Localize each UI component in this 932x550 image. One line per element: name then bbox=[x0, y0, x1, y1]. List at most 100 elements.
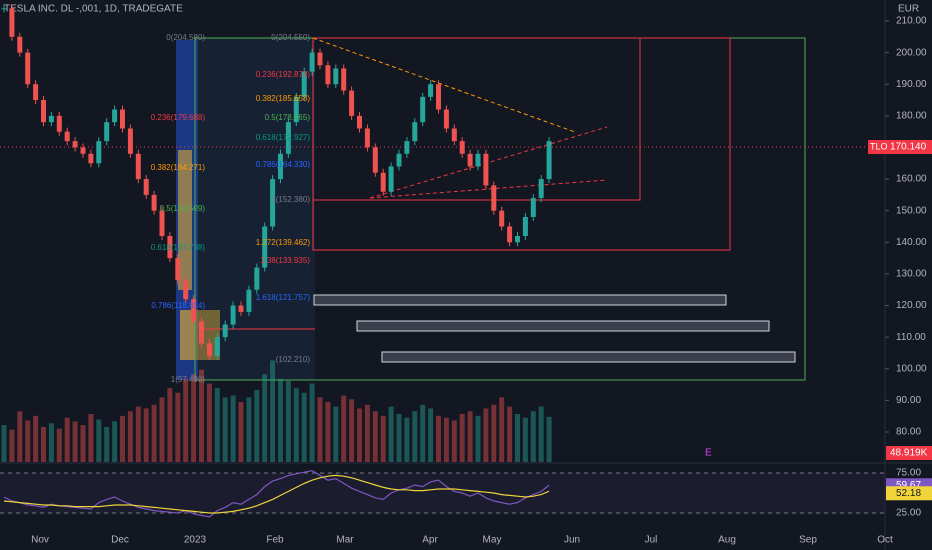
volume-bar bbox=[349, 399, 355, 462]
fib-label: 0.5(150.509) bbox=[160, 204, 206, 213]
candle-body bbox=[222, 324, 228, 338]
volume-bar bbox=[317, 397, 323, 462]
candle-body bbox=[120, 109, 125, 129]
volume-bar bbox=[206, 383, 212, 462]
volume-bar bbox=[546, 416, 552, 462]
x-tick-label: Nov bbox=[31, 535, 49, 546]
rsi-ma-line bbox=[3, 474, 550, 514]
candle-body bbox=[230, 305, 236, 325]
volume-bar bbox=[333, 406, 339, 462]
volume-label-bg bbox=[886, 446, 932, 460]
candle-body bbox=[88, 153, 94, 164]
volume-bar bbox=[436, 415, 441, 462]
candle-body bbox=[72, 141, 78, 148]
rsi-ma-label: 52.18 bbox=[896, 488, 921, 499]
candle-body bbox=[380, 172, 386, 192]
y-tick-label: 75.00 bbox=[896, 468, 921, 479]
candle-body bbox=[372, 147, 378, 173]
volume-bar bbox=[522, 417, 528, 462]
trend-line bbox=[369, 126, 608, 199]
fib-label: 1(97.480) bbox=[171, 375, 206, 384]
rsi-band bbox=[0, 473, 885, 513]
volume-bar bbox=[159, 397, 165, 462]
volume-bar bbox=[270, 360, 276, 462]
price-label: 170.140 bbox=[890, 142, 927, 153]
price-label-bg bbox=[886, 140, 932, 155]
volume-bar bbox=[475, 415, 481, 462]
volume-bar bbox=[112, 421, 118, 462]
x-tick-label: 2023 bbox=[184, 535, 207, 546]
fib-label: 0.618(172.927) bbox=[256, 133, 311, 142]
volume-bar bbox=[396, 414, 402, 462]
volume-bar bbox=[404, 417, 410, 462]
volume-bar bbox=[222, 397, 228, 462]
candle-body bbox=[507, 226, 513, 243]
y-tick-label: 200.00 bbox=[896, 47, 927, 58]
volume-bar bbox=[238, 402, 244, 462]
x-tick-label: May bbox=[483, 535, 502, 546]
candle-body bbox=[96, 141, 102, 164]
fib-label: 1(152.380) bbox=[271, 195, 310, 204]
candle-body bbox=[135, 153, 141, 180]
candle-body bbox=[333, 68, 339, 85]
candle-body bbox=[349, 90, 355, 116]
volume-bar bbox=[64, 417, 70, 462]
candle-body bbox=[515, 235, 520, 243]
fib-zone bbox=[195, 38, 315, 380]
y-tick-label: 130.00 bbox=[896, 269, 927, 280]
x-tick-label: Oct bbox=[877, 535, 893, 546]
volume-bar bbox=[175, 392, 181, 462]
fib-label: 0.786(118.814) bbox=[151, 301, 205, 310]
fib-label: 1.38(133.935) bbox=[260, 256, 310, 265]
symbol-bg bbox=[868, 140, 886, 155]
candle-body bbox=[317, 52, 323, 66]
volume-bar bbox=[25, 420, 31, 462]
candle-body bbox=[301, 71, 307, 97]
target-box bbox=[313, 294, 727, 306]
volume-bar bbox=[9, 429, 15, 462]
candle-body bbox=[246, 289, 252, 312]
candle-body bbox=[48, 115, 54, 123]
volume-label: 48.919K bbox=[890, 448, 928, 459]
candle-body bbox=[530, 198, 536, 218]
volume-bar bbox=[467, 411, 473, 462]
volume-bar bbox=[104, 426, 110, 462]
volume-bar bbox=[341, 395, 347, 462]
candle-body bbox=[199, 321, 204, 344]
rsi-ma-label-bg bbox=[886, 486, 932, 501]
volume-bar bbox=[483, 408, 489, 462]
rsi-line bbox=[3, 469, 550, 518]
y-tick-label: 80.00 bbox=[896, 427, 921, 438]
volume-bar bbox=[412, 411, 418, 462]
y-tick-label: 25.00 bbox=[896, 508, 921, 519]
candle-body bbox=[56, 115, 62, 132]
volume-bar bbox=[48, 423, 54, 462]
symbol-label: TLO bbox=[870, 141, 888, 151]
candle-body bbox=[341, 68, 347, 91]
y-tick-label: 160.00 bbox=[896, 174, 927, 185]
target-box bbox=[381, 351, 796, 363]
fib-label: 0.382(185.658) bbox=[256, 94, 311, 103]
candle-body bbox=[475, 153, 481, 167]
volume-bar bbox=[199, 369, 204, 462]
volume-bar bbox=[96, 419, 102, 462]
volume-bar bbox=[80, 425, 86, 462]
volume-bar bbox=[72, 421, 78, 462]
volume-bar bbox=[380, 415, 386, 462]
x-tick-label: Sep bbox=[799, 535, 817, 546]
rsi-label: 59.67 bbox=[896, 480, 921, 491]
candle-body bbox=[41, 100, 46, 123]
candle-body bbox=[451, 128, 457, 142]
target-box bbox=[356, 320, 770, 332]
volume-bar bbox=[515, 414, 520, 462]
fib-label: 0(204.550) bbox=[271, 33, 310, 42]
candle-body bbox=[483, 153, 489, 186]
volume-profile bbox=[178, 150, 192, 290]
fib-label: 1.618(121.757) bbox=[256, 293, 311, 302]
candle-body bbox=[1, 8, 7, 10]
earnings-marker: E bbox=[705, 448, 712, 459]
x-tick-label: Jul bbox=[645, 535, 658, 546]
candle-body bbox=[538, 179, 544, 199]
